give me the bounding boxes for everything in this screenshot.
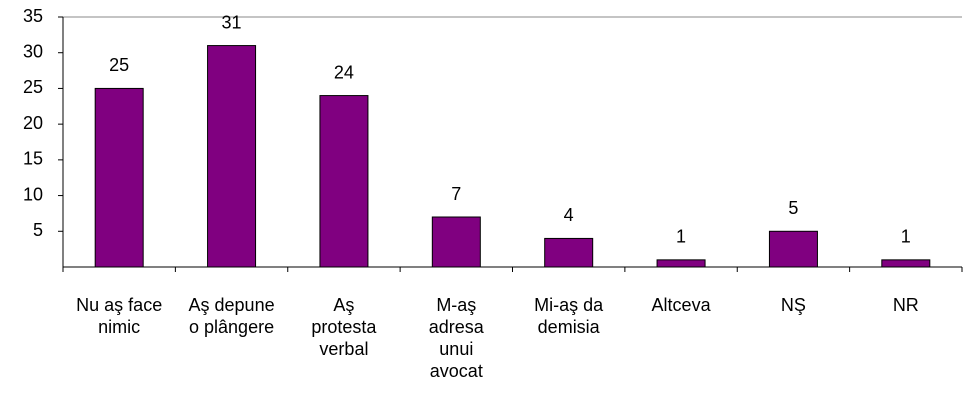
bar [431, 216, 481, 268]
bar [881, 259, 931, 268]
x-tick-label: Mi-aş da demisia [534, 295, 604, 337]
value-label: 25 [109, 55, 129, 75]
y-tick-label: 25 [23, 77, 43, 97]
bar [94, 87, 144, 268]
bar [544, 237, 594, 268]
bar [319, 95, 369, 268]
value-label: 5 [788, 198, 798, 218]
value-label: 7 [451, 184, 461, 204]
y-tick-label: 15 [23, 149, 43, 169]
x-tick-label: Aş depune o plângere [188, 295, 275, 337]
y-tick-label: 30 [23, 41, 43, 61]
bar [207, 45, 257, 268]
y-tick-label: 20 [23, 113, 43, 133]
value-label: 31 [222, 12, 242, 32]
x-tick-label: Altceva [651, 295, 711, 315]
x-tick-label: NŞ [780, 295, 806, 315]
y-tick-label: 35 [23, 6, 43, 26]
value-label: 24 [334, 62, 354, 82]
x-tick-label: M-aş adresa unui avocat [428, 295, 484, 381]
y-tick-label: 10 [23, 184, 43, 204]
bar [656, 259, 706, 268]
value-label: 4 [564, 205, 574, 225]
value-label: 1 [901, 227, 911, 247]
x-tick-label: Nu aş face nimic [76, 295, 163, 337]
x-tick-label: NR [892, 295, 919, 315]
y-tick-label: 5 [33, 220, 43, 240]
x-tick-label: Aş protesta verbal [311, 295, 377, 359]
bar [768, 230, 818, 268]
value-label: 1 [676, 227, 686, 247]
